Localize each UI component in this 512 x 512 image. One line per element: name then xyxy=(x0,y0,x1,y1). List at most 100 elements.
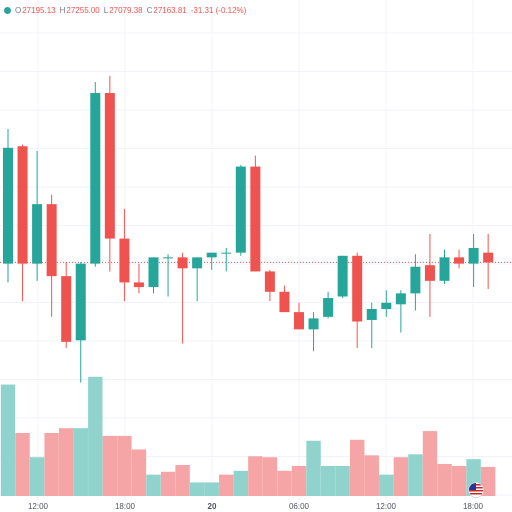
candle-body xyxy=(46,204,57,277)
volume-bar xyxy=(102,435,118,496)
candle-body xyxy=(308,318,319,330)
candle xyxy=(133,263,144,294)
candle-body xyxy=(323,298,334,317)
candle xyxy=(439,249,450,284)
volume-bar xyxy=(131,449,147,496)
candle-body xyxy=(395,293,406,305)
candle xyxy=(119,208,130,302)
candle xyxy=(90,82,101,267)
volume-bar xyxy=(44,433,59,496)
high-value: 27255.00 xyxy=(66,5,100,15)
volume-bar xyxy=(146,474,161,496)
candle xyxy=(192,257,203,302)
high-label: H xyxy=(59,5,66,15)
candle xyxy=(483,233,494,289)
candle-body xyxy=(250,166,261,272)
candle-body xyxy=(454,257,465,264)
candle xyxy=(250,155,261,272)
x-tick-label: 18:00 xyxy=(463,502,484,511)
candle xyxy=(32,150,43,281)
candle xyxy=(294,302,304,330)
volume-bar xyxy=(291,465,307,496)
close-label: C xyxy=(146,5,153,15)
low-label: L xyxy=(103,5,109,15)
candle-body xyxy=(32,204,43,264)
candle xyxy=(148,257,159,294)
volume-bar xyxy=(262,457,278,496)
volume-bar xyxy=(73,428,88,496)
candle-body xyxy=(17,146,28,264)
volume-bar xyxy=(350,439,365,496)
candle-body xyxy=(337,255,348,297)
volume-bar xyxy=(335,465,350,496)
candle xyxy=(308,312,319,352)
candle-body xyxy=(75,263,86,341)
candle xyxy=(264,269,275,302)
candle xyxy=(395,290,406,333)
volume-bar xyxy=(233,470,248,496)
candle-body xyxy=(61,276,72,342)
candle xyxy=(17,144,28,302)
us-flag-icon[interactable] xyxy=(468,482,484,498)
candlesticks xyxy=(3,75,494,383)
candle-body xyxy=(192,257,203,269)
open-label: O xyxy=(15,5,22,15)
close-value: 27163.81 xyxy=(153,5,187,15)
volume-bar xyxy=(393,457,409,496)
candle-body xyxy=(221,252,232,254)
candle xyxy=(104,75,115,272)
change-value: -31.31 (-0.12%) xyxy=(190,5,247,15)
candle-body xyxy=(279,291,290,313)
candle xyxy=(221,247,232,272)
volume-bar xyxy=(204,482,219,496)
volume-bar xyxy=(15,433,30,496)
candle-body xyxy=(177,257,188,269)
candle-body xyxy=(90,93,101,264)
candle-body xyxy=(366,309,377,320)
candle xyxy=(75,262,86,383)
open-value: 27195.13 xyxy=(22,5,56,15)
candle-body xyxy=(410,266,421,294)
volume-bar xyxy=(364,455,379,496)
candle-body xyxy=(294,312,304,330)
candle xyxy=(235,165,246,256)
candle-body xyxy=(352,255,363,322)
candle xyxy=(468,233,479,288)
candle-body xyxy=(264,271,275,292)
candle xyxy=(454,249,465,269)
volume-bar xyxy=(379,474,394,496)
candle xyxy=(424,233,435,317)
candle xyxy=(337,255,348,299)
volume-bar xyxy=(160,471,176,496)
candle xyxy=(177,252,188,344)
candle-body xyxy=(381,302,392,310)
candle-body xyxy=(439,257,450,281)
volume-bar xyxy=(175,464,190,496)
candle xyxy=(163,254,174,297)
candle-body xyxy=(133,282,144,288)
candle xyxy=(46,194,57,317)
x-tick-label: 12:00 xyxy=(376,502,397,511)
volume-bar xyxy=(189,482,205,496)
candle-body xyxy=(424,265,435,281)
volume-bar xyxy=(422,431,438,496)
x-tick-label: 18:00 xyxy=(115,502,136,511)
volume-bar xyxy=(437,464,452,496)
volume-bar xyxy=(219,474,234,496)
candle-body xyxy=(483,252,494,263)
candle xyxy=(323,291,334,319)
volume-bar xyxy=(0,384,16,496)
candle-body xyxy=(3,147,13,264)
volume-bars xyxy=(0,376,496,496)
volume-bar xyxy=(277,470,292,496)
volume-bar xyxy=(480,466,496,496)
x-tick-label: 12:00 xyxy=(28,502,49,511)
volume-bar xyxy=(117,435,132,496)
x-tick-label: 20 xyxy=(208,502,217,511)
volume-bar xyxy=(451,465,467,496)
candle xyxy=(366,302,377,349)
candle xyxy=(410,254,421,311)
candle-body xyxy=(148,257,159,288)
volume-bar xyxy=(408,454,423,496)
